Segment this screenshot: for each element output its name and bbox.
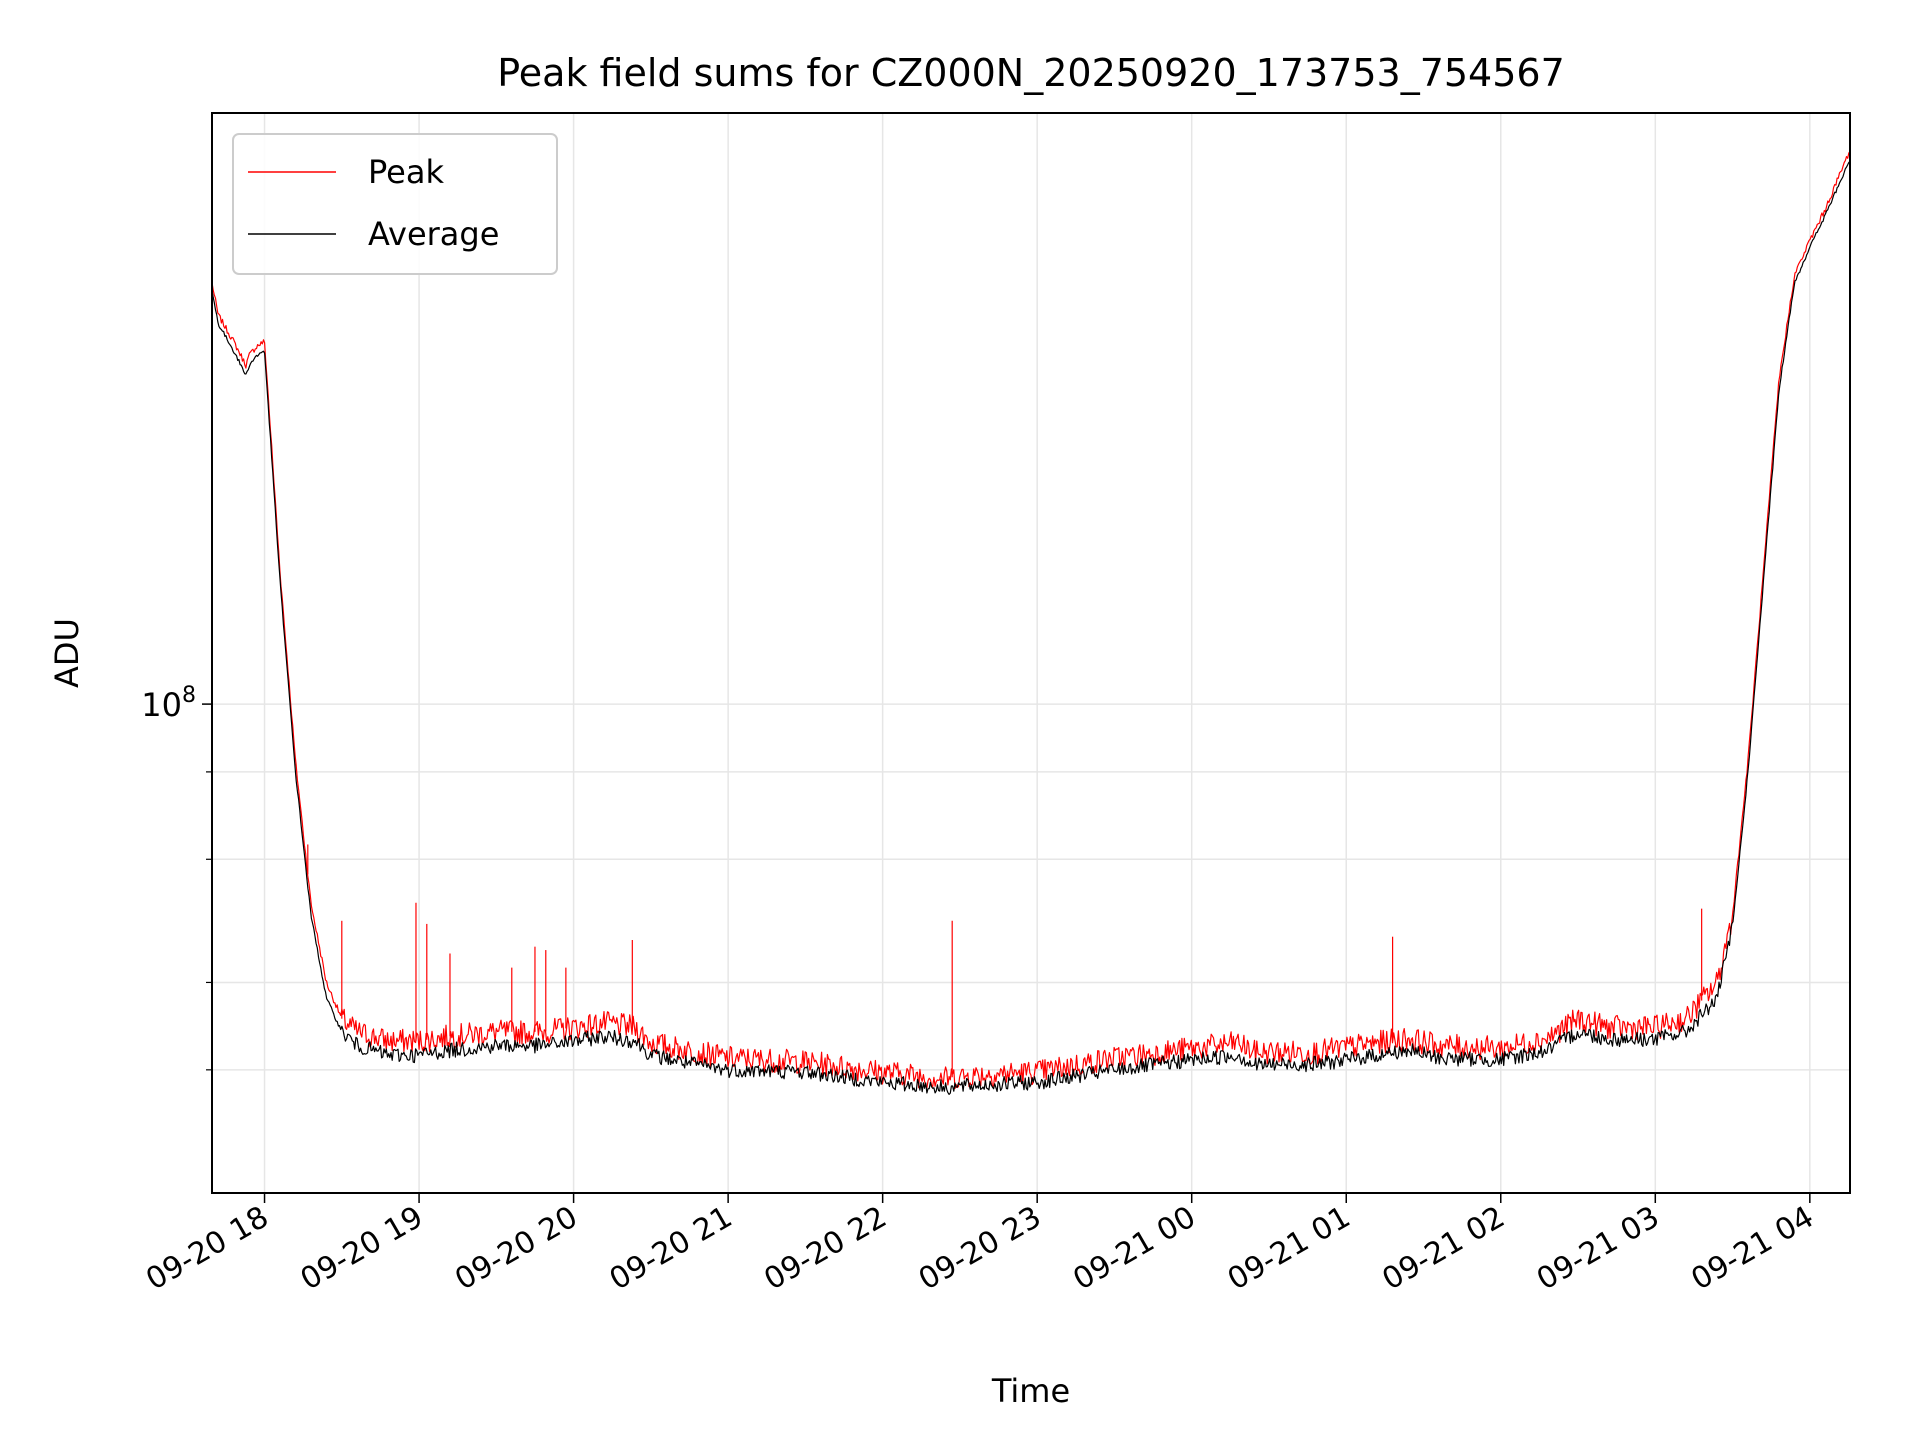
chart-title: Peak field sums for CZ000N_20250920_1737… bbox=[497, 51, 1565, 95]
x-axis-label: Time bbox=[991, 1372, 1070, 1410]
y-tick-label: 108 bbox=[141, 683, 196, 724]
legend-box bbox=[232, 133, 558, 275]
series-line-peak bbox=[211, 150, 1851, 1090]
grid bbox=[212, 113, 1850, 1193]
legend: Peak Average bbox=[232, 133, 558, 275]
plot-frame bbox=[211, 112, 1851, 1194]
legend-label-average: Average bbox=[368, 215, 499, 253]
series-layer bbox=[211, 150, 1851, 1095]
series-line-average bbox=[211, 160, 1851, 1095]
y-axis-label: ADU bbox=[48, 618, 86, 688]
legend-label-peak: Peak bbox=[368, 153, 444, 191]
